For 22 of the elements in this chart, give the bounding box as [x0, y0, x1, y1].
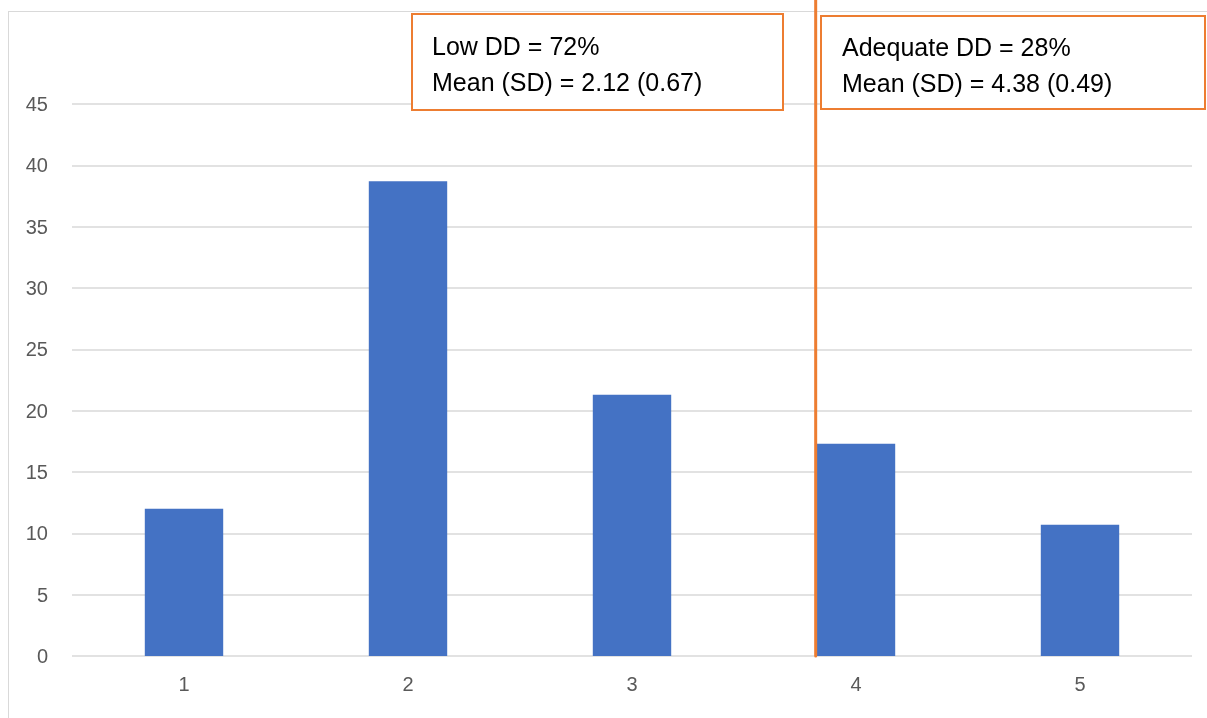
y-tick-label: 5 — [36, 583, 48, 606]
x-tick-label: 4 — [850, 673, 862, 695]
x-tick-label: 3 — [626, 673, 638, 695]
y-tick-label: 40 — [25, 154, 48, 177]
y-tick-label: 20 — [25, 399, 48, 422]
bar — [816, 443, 896, 656]
y-tick-label: 30 — [25, 277, 48, 299]
x-tick-label: 5 — [1074, 673, 1086, 695]
y-tick-label: 15 — [25, 461, 48, 483]
y-tick-label: 25 — [25, 338, 48, 361]
y-tick-label: 35 — [25, 215, 48, 238]
y-tick-label: 10 — [25, 522, 48, 545]
bar — [368, 181, 448, 656]
text-box: Adequate DD = 28% Mean (SD) = 4.38 (0.49) — [820, 15, 1206, 110]
bar — [592, 394, 672, 656]
bar — [1040, 524, 1120, 656]
y-tick-label: 45 — [25, 93, 48, 115]
x-tick-label: 1 — [178, 673, 190, 695]
y-tick-label: 0 — [36, 645, 48, 667]
bar — [144, 508, 224, 656]
text-box: Low DD = 72% Mean (SD) = 2.12 (0.67) — [411, 13, 784, 111]
x-tick-label: 2 — [402, 673, 414, 695]
